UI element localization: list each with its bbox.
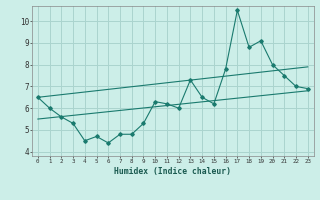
X-axis label: Humidex (Indice chaleur): Humidex (Indice chaleur) bbox=[114, 167, 231, 176]
